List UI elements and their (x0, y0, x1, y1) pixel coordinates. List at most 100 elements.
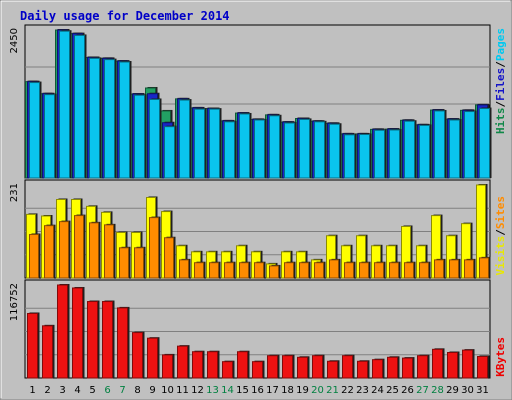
x-tick-label: 7 (119, 385, 125, 396)
x-tick-label: 18 (281, 385, 294, 396)
bar-pages-day-2 (44, 94, 55, 179)
middle-max-label: 231 (9, 183, 20, 202)
x-tick-label: 30 (461, 385, 474, 396)
bar-pages-day-7 (119, 61, 130, 179)
chart-panels: 2450 231 116752 (9, 24, 492, 379)
bar-sites-day-28 (434, 259, 444, 279)
x-axis-tick-labels: 1 2 3 4 5 6 7 8 9 10 11 12 13 14 15 16 17 18 19 20 21 22 23 24 2… (29, 385, 489, 396)
top-legend: Hits/Files/Pages (494, 28, 507, 134)
bar-sites-day-20 (314, 262, 324, 279)
x-tick-label: 13 (206, 385, 219, 396)
bar-pages-day-15 (239, 113, 250, 179)
bar-sites-day-29 (449, 259, 459, 279)
bar-sites-day-24 (374, 262, 384, 279)
bar-pages-day-23 (359, 134, 370, 179)
top-max-label: 2450 (9, 28, 20, 53)
bar-kbytes-day-14 (222, 361, 233, 379)
bar-pages-day-19 (299, 118, 310, 179)
bar-kbytes-day-2 (42, 325, 53, 379)
bar-kbytes-day-21 (327, 360, 338, 379)
x-tick-label: 1 (29, 385, 35, 396)
bar-sites-day-9 (149, 217, 159, 279)
x-tick-label: 14 (221, 385, 234, 396)
bar-pages-day-18 (284, 122, 295, 179)
bar-kbytes-day-11 (177, 345, 188, 379)
bar-sites-day-10 (164, 237, 174, 279)
x-tick-label: 25 (386, 385, 399, 396)
legend-entry-sites: Sites (494, 196, 507, 229)
bar-pages-day-6 (104, 59, 115, 179)
bar-kbytes-day-10 (162, 354, 173, 379)
x-tick-label: 5 (89, 385, 95, 396)
bar-pages-day-20 (314, 121, 325, 179)
x-tick-label: 24 (371, 385, 384, 396)
bar-kbytes-day-17 (267, 355, 278, 379)
bar-kbytes-day-31 (477, 355, 488, 379)
bar-pages-day-27 (419, 124, 430, 179)
bar-sites-day-11 (179, 259, 189, 279)
x-tick-label: 19 (296, 385, 309, 396)
bar-pages-day-12 (194, 108, 205, 179)
bar-sites-day-23 (359, 262, 369, 279)
bar-pages-day-31 (479, 108, 490, 179)
x-tick-label: 9 (149, 385, 155, 396)
bar-pages-day-28 (434, 110, 445, 179)
bar-kbytes-day-16 (252, 361, 263, 379)
bottom-panel: 116752 (9, 279, 491, 379)
bar-sites-day-1 (29, 234, 39, 279)
x-tick-label: 6 (104, 385, 110, 396)
bar-pages-day-3 (59, 30, 70, 179)
bar-sites-day-21 (329, 259, 339, 279)
bar-sites-day-4 (74, 215, 84, 279)
bar-kbytes-day-29 (447, 352, 458, 379)
legend-separator: / (494, 101, 507, 108)
legend-entry-visits: Visits (494, 236, 507, 276)
bar-sites-day-18 (284, 262, 294, 279)
bar-sites-day-3 (59, 221, 69, 279)
bar-kbytes-day-25 (387, 356, 398, 379)
legend-entry-files: Files (494, 68, 507, 101)
bottom-series-kbytes (27, 284, 490, 379)
x-tick-label: 11 (176, 385, 189, 396)
bar-kbytes-day-4 (72, 287, 83, 379)
bottom-legend: KBytes (494, 337, 507, 377)
x-tick-label: 8 (134, 385, 140, 396)
x-tick-label: 4 (74, 385, 80, 396)
bar-kbytes-day-30 (462, 349, 473, 379)
bar-sites-day-30 (464, 259, 474, 279)
bar-pages-day-30 (464, 111, 475, 179)
bar-sites-day-12 (194, 262, 204, 279)
bar-kbytes-day-3 (57, 284, 68, 379)
bar-sites-day-31 (479, 257, 489, 279)
top-series-pages (29, 30, 492, 179)
bottom-max-label: 116752 (9, 283, 20, 321)
bar-kbytes-day-19 (297, 356, 308, 379)
x-tick-label: 23 (356, 385, 369, 396)
bar-pages-day-16 (254, 119, 265, 179)
bar-kbytes-day-12 (192, 351, 203, 379)
bar-kbytes-day-24 (372, 359, 383, 379)
bar-sites-day-22 (344, 262, 354, 279)
bar-pages-day-29 (449, 119, 460, 179)
x-tick-label: 10 (161, 385, 174, 396)
x-tick-label: 22 (341, 385, 354, 396)
bar-kbytes-day-6 (102, 301, 113, 379)
top-panel: 2450 (9, 24, 492, 179)
bar-kbytes-day-26 (402, 357, 413, 379)
bar-kbytes-day-23 (357, 360, 368, 379)
bar-pages-day-17 (269, 115, 280, 179)
bar-sites-day-15 (239, 262, 249, 279)
bar-sites-day-5 (89, 222, 99, 279)
bar-kbytes-day-13 (207, 351, 218, 379)
x-tick-label: 15 (236, 385, 249, 396)
bar-pages-day-21 (329, 123, 340, 179)
bar-sites-day-7 (119, 247, 129, 279)
bar-pages-day-9 (149, 98, 160, 179)
bar-pages-day-4 (74, 34, 85, 179)
middle-series-sites (29, 214, 491, 279)
bar-kbytes-day-5 (87, 301, 98, 379)
bar-pages-day-1 (29, 82, 40, 179)
bar-kbytes-day-22 (342, 355, 353, 379)
middle-panel: 231 (9, 179, 491, 279)
